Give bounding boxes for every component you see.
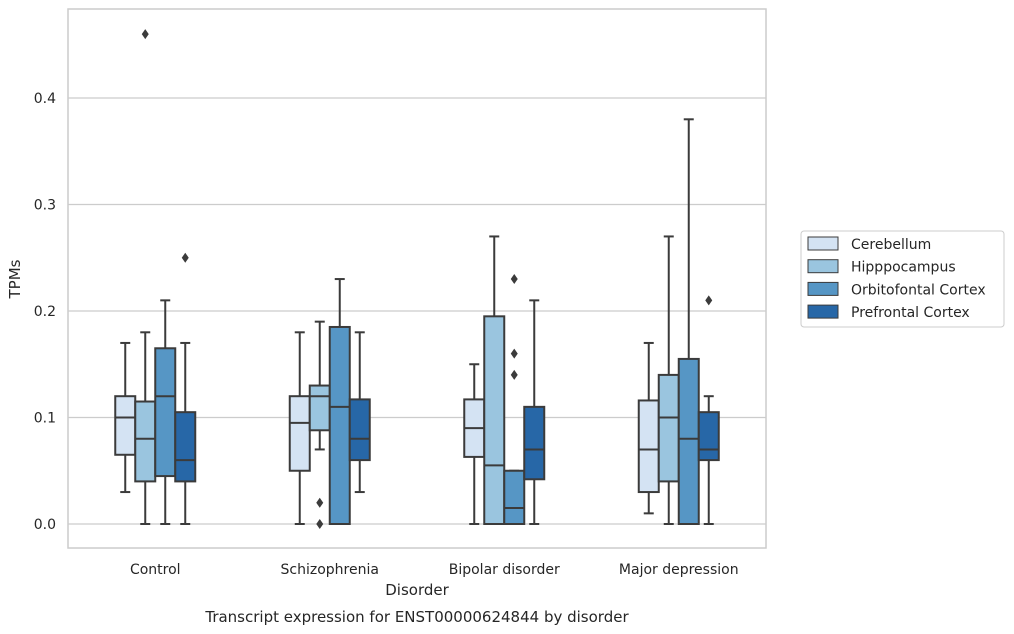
y-tick-label: 0.3 xyxy=(34,198,56,214)
box-hipppocampus xyxy=(483,235,506,526)
box-iqr xyxy=(503,469,526,525)
box-iqr xyxy=(483,315,506,526)
box-orbitofontal-cortex xyxy=(154,299,177,525)
outlier-point xyxy=(510,274,518,285)
box-iqr xyxy=(174,411,197,483)
box-prefrontal-cortex xyxy=(348,331,371,494)
legend-swatch xyxy=(807,236,839,251)
legend-entry: Cerebellum xyxy=(851,237,931,253)
box-iqr xyxy=(657,373,680,483)
outlier-point xyxy=(705,295,713,306)
legend-swatch xyxy=(807,304,839,319)
x-tick-labels: Control Schizophrenia Bipolar disorder Majo… xyxy=(130,562,739,578)
y-tick-label: 0.4 xyxy=(34,91,56,107)
box-hipppocampus xyxy=(657,235,680,525)
box-iqr xyxy=(154,347,177,478)
outlier-point xyxy=(316,519,324,529)
legend: Cerebellum Hipppocampus Orbitofontal Corte… xyxy=(800,230,1005,328)
box-iqr xyxy=(328,325,351,525)
plot-frame xyxy=(67,8,767,549)
box-iqr xyxy=(288,395,311,472)
legend-entry: Prefrontal Cortex xyxy=(851,305,970,321)
legend-swatch xyxy=(807,259,839,274)
legend-entry: Orbitofontal Cortex xyxy=(851,282,986,298)
box-iqr xyxy=(114,395,137,456)
x-tick-label: Bipolar disorder xyxy=(449,562,560,578)
box-iqr xyxy=(348,398,371,462)
box-prefrontal-cortex xyxy=(697,295,720,525)
box-hipppocampus xyxy=(308,320,331,529)
legend-frame xyxy=(800,230,1005,328)
outlier-point xyxy=(510,348,518,359)
chart-caption: Transcript expression for ENST0000062484… xyxy=(204,608,629,626)
box-groups xyxy=(114,29,720,529)
y-tick-label: 0.1 xyxy=(34,411,56,427)
y-tick-label: 0.2 xyxy=(34,304,56,320)
box-cerebellum xyxy=(637,341,660,515)
box-iqr xyxy=(637,399,660,494)
box-hipppocampus xyxy=(134,29,157,525)
x-tick-label: Major depression xyxy=(619,562,739,578)
box-orbitofontal-cortex xyxy=(677,118,700,525)
outlier-point xyxy=(141,29,149,40)
x-tick-label: Control xyxy=(130,562,181,578)
box-prefrontal-cortex xyxy=(174,252,197,525)
outlier-point xyxy=(181,252,189,263)
box-cerebellum xyxy=(288,331,311,525)
box-orbitofontal-cortex xyxy=(503,274,526,525)
y-tick-label: 0.0 xyxy=(34,517,56,533)
x-axis-label: Disorder xyxy=(385,581,449,599)
outlier-point xyxy=(510,369,518,380)
box-cerebellum xyxy=(463,363,486,525)
box-cerebellum xyxy=(114,341,137,494)
legend-entry: Hipppocampus xyxy=(851,260,956,276)
legend-swatch xyxy=(807,281,839,296)
x-tick-label: Schizophrenia xyxy=(281,562,379,578)
box-iqr xyxy=(134,400,157,483)
box-iqr xyxy=(697,411,720,462)
box-prefrontal-cortex xyxy=(523,299,546,525)
y-axis-label: TPMs xyxy=(6,259,24,299)
outlier-point xyxy=(316,497,324,508)
box-iqr xyxy=(308,384,331,432)
box-iqr xyxy=(523,405,546,481)
y-tick-labels: 0.0 0.1 0.2 0.3 0.4 xyxy=(34,91,56,533)
box-iqr xyxy=(677,357,700,525)
box-orbitofontal-cortex xyxy=(328,278,351,525)
